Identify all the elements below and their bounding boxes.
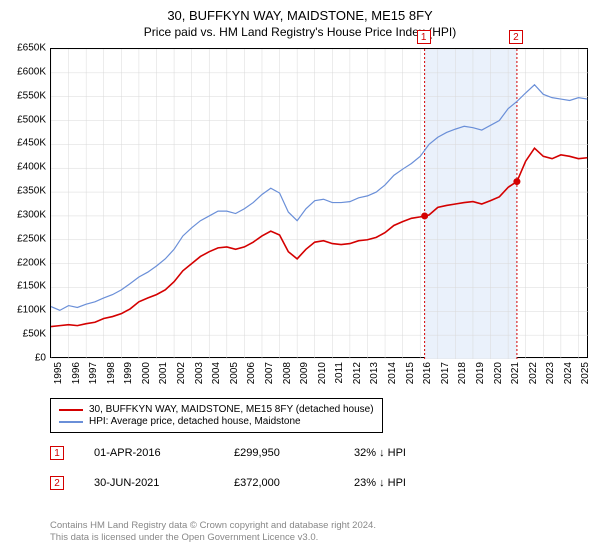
ytick-label: £350K [4,186,46,197]
xtick-label: 2025 [580,362,591,392]
xtick-label: 2016 [422,362,433,392]
xtick-label: 2011 [334,362,345,392]
ytick-label: £50K [4,329,46,340]
transaction-price: £372,000 [234,477,324,489]
xtick-label: 2004 [211,362,222,392]
legend-box: 30, BUFFKYN WAY, MAIDSTONE, ME15 8FY (de… [50,398,383,433]
xtick-label: 2006 [246,362,257,392]
legend-swatch [59,421,83,423]
ytick-label: £500K [4,114,46,125]
title-main: 30, BUFFKYN WAY, MAIDSTONE, ME15 8FY [0,8,600,23]
xtick-label: 1995 [53,362,64,392]
marker-label: 1 [417,30,431,44]
footer-line1: Contains HM Land Registry data © Crown c… [50,520,376,532]
xtick-label: 2012 [352,362,363,392]
transaction-date: 01-APR-2016 [94,447,204,459]
xtick-label: 2018 [457,362,468,392]
xtick-label: 2024 [563,362,574,392]
ytick-label: £400K [4,162,46,173]
xtick-label: 2005 [229,362,240,392]
legend-swatch [59,409,83,411]
transaction-price: £299,950 [234,447,324,459]
xtick-label: 2001 [158,362,169,392]
ytick-label: £250K [4,233,46,244]
xtick-label: 1996 [71,362,82,392]
xtick-label: 2019 [475,362,486,392]
xtick-label: 1997 [88,362,99,392]
transaction-marker: 1 [50,446,64,460]
page-container: 30, BUFFKYN WAY, MAIDSTONE, ME15 8FY Pri… [0,0,600,560]
transaction-row: 1 01-APR-2016 £299,950 32% ↓ HPI [50,446,406,460]
transaction-delta: 32% ↓ HPI [354,447,406,459]
xtick-label: 2023 [545,362,556,392]
xtick-label: 2021 [510,362,521,392]
footer-line2: This data is licensed under the Open Gov… [50,532,376,544]
ytick-label: £0 [4,353,46,364]
chart-svg [51,49,589,359]
transaction-delta: 23% ↓ HPI [354,477,406,489]
ytick-label: £450K [4,138,46,149]
marker-label: 2 [509,30,523,44]
xtick-label: 2013 [369,362,380,392]
xtick-label: 2022 [528,362,539,392]
xtick-label: 1999 [123,362,134,392]
ytick-label: £600K [4,66,46,77]
xtick-label: 2020 [493,362,504,392]
legend-label: 30, BUFFKYN WAY, MAIDSTONE, ME15 8FY (de… [89,404,374,415]
transaction-row: 2 30-JUN-2021 £372,000 23% ↓ HPI [50,476,406,490]
transaction-date: 30-JUN-2021 [94,477,204,489]
xtick-label: 2000 [141,362,152,392]
ytick-label: £550K [4,90,46,101]
xtick-label: 2008 [282,362,293,392]
xtick-label: 2009 [299,362,310,392]
xtick-label: 2017 [440,362,451,392]
xtick-label: 2014 [387,362,398,392]
xtick-label: 2002 [176,362,187,392]
xtick-label: 2015 [405,362,416,392]
legend-item: HPI: Average price, detached house, Maid… [59,416,374,427]
legend-item: 30, BUFFKYN WAY, MAIDSTONE, ME15 8FY (de… [59,404,374,415]
xtick-label: 2010 [317,362,328,392]
transaction-marker: 2 [50,476,64,490]
xtick-label: 1998 [106,362,117,392]
ytick-label: £150K [4,281,46,292]
legend-label: HPI: Average price, detached house, Maid… [89,416,301,427]
ytick-label: £300K [4,209,46,220]
footer: Contains HM Land Registry data © Crown c… [50,520,376,545]
series-marker [513,178,520,185]
ytick-label: £200K [4,257,46,268]
ytick-label: £650K [4,43,46,54]
xtick-label: 2007 [264,362,275,392]
series-marker [421,212,428,219]
xtick-label: 2003 [194,362,205,392]
ytick-label: £100K [4,305,46,316]
